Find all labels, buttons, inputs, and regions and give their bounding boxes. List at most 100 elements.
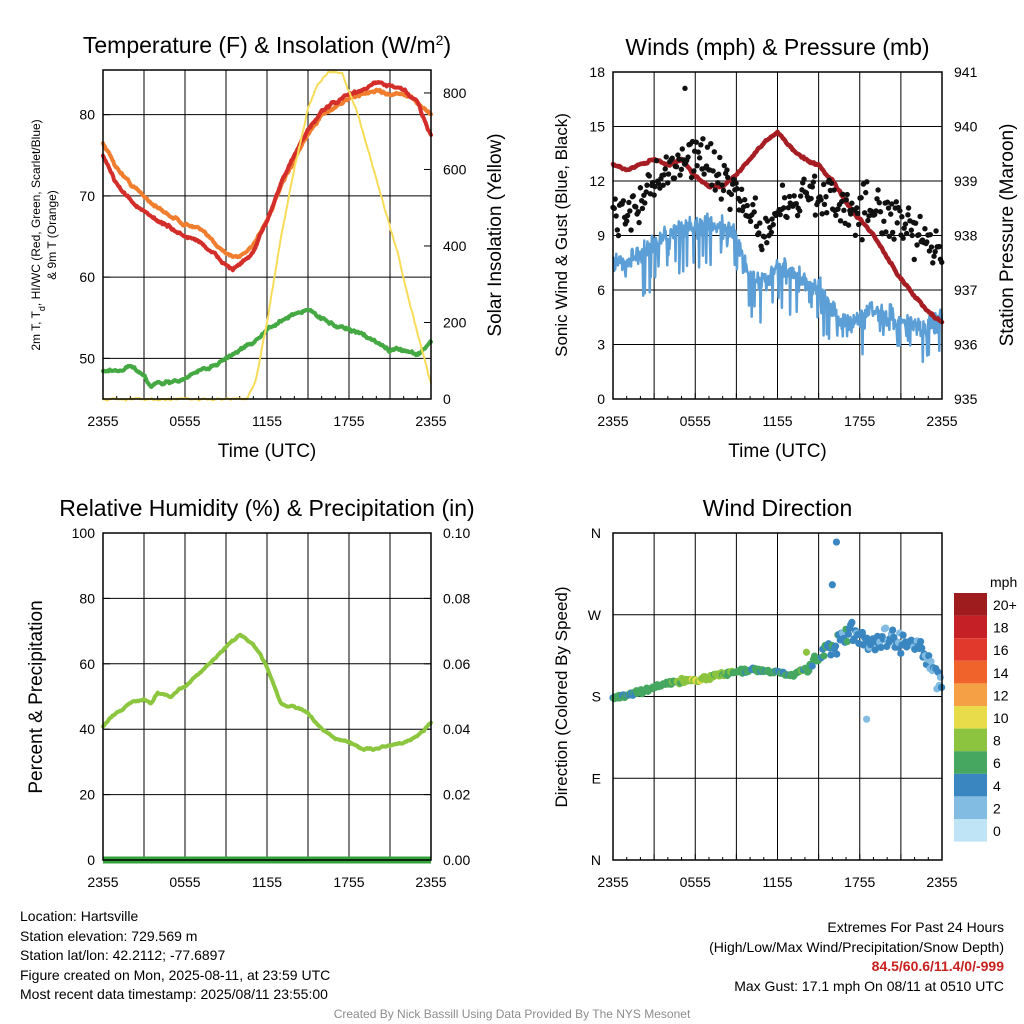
rh-y-tick-label: 40 (79, 721, 95, 737)
winds-y-tick-label: 15 (589, 119, 605, 135)
gust-point (889, 229, 896, 236)
gust-point (639, 205, 646, 212)
gust-point (843, 197, 849, 203)
temp-y-label-line2: & 9m T (Orange) (45, 190, 59, 280)
gust-point (835, 206, 841, 212)
gust-point (700, 136, 706, 142)
colorbar-label: 6 (993, 755, 1001, 771)
gust-point (786, 193, 793, 200)
temp-y2-tick-label: 400 (443, 238, 467, 254)
rh-x-tick-label: 0555 (169, 874, 200, 890)
gust-point (717, 154, 723, 161)
gust-point (753, 223, 760, 230)
gust-point (859, 237, 865, 243)
gust-point (914, 242, 920, 248)
gust-point (884, 199, 891, 205)
gust-point (695, 149, 701, 155)
gust-point (696, 155, 703, 161)
gust-point (905, 205, 912, 211)
gust-point (909, 232, 915, 239)
gust-point (889, 201, 895, 207)
direction-point (897, 649, 905, 657)
gust-point (693, 139, 699, 145)
direction-point (863, 715, 871, 723)
colorbar-label: 14 (993, 665, 1009, 681)
direction-chart: Wind Direction 2355 0555 1155 1755 2355 N E S W N D… (552, 495, 958, 890)
gust-point (733, 180, 739, 186)
gust-point (643, 189, 649, 195)
rh-y-label: Percent & Precipitation (26, 600, 47, 793)
gust-point (626, 199, 632, 206)
gust-point (899, 214, 905, 220)
direction-point (802, 648, 811, 656)
gust-point (900, 235, 906, 241)
gust-point (637, 185, 644, 191)
direction-point (877, 643, 885, 652)
gust-point (630, 193, 636, 199)
gust-point (744, 202, 750, 209)
gust-point (801, 176, 807, 182)
temp-x-tick-label: 1155 (252, 413, 282, 429)
gust-point (812, 212, 819, 218)
winds-y-tick-label: 9 (597, 228, 605, 244)
colorbar-label: 18 (993, 620, 1009, 636)
gust-point (777, 211, 783, 218)
gust-point (841, 207, 847, 214)
temp-series-2 (101, 307, 433, 389)
direction-x-tick-label: 2355 (926, 874, 957, 890)
rh-y2-tick-label: 0.08 (443, 590, 470, 606)
direction-point (927, 657, 935, 666)
gust-point (780, 205, 787, 211)
gust-point (926, 248, 933, 254)
winds-y2-tick-label: 941 (954, 64, 978, 80)
direction-point (848, 618, 856, 626)
direction-point (882, 624, 890, 632)
gust-point (761, 234, 768, 240)
winds-x-tick-label: 2355 (597, 413, 628, 429)
gust-point (635, 209, 641, 215)
rh-grid (103, 533, 431, 860)
gust-point (734, 185, 740, 192)
gust-point (730, 176, 737, 183)
winds-y2-tick-label: 939 (954, 173, 978, 189)
gust-point (894, 220, 900, 226)
gust-point (818, 197, 824, 203)
temp-x-label: Time (UTC) (218, 441, 317, 462)
gust-point (677, 172, 683, 178)
gust-point (810, 179, 817, 185)
gust-point (613, 213, 619, 219)
gust-point (922, 225, 928, 232)
gust-point (864, 179, 870, 185)
max-gust: Max Gust: 17.1 mph On 08/11 at 0510 UTC (734, 977, 1004, 994)
winds-y2-tick-label: 938 (954, 228, 978, 244)
rh-y-tick-label: 60 (79, 656, 95, 672)
gust-point (663, 154, 669, 160)
gust-point (865, 217, 871, 224)
colorbar-label: 20+ (993, 597, 1017, 613)
direction-point (808, 662, 816, 670)
extremes-title: Extremes For Past 24 Hours (827, 919, 1004, 935)
gust-point (863, 189, 869, 196)
gust-point (661, 172, 667, 178)
winds-y-tick-label: 3 (597, 337, 605, 353)
colorbar-swatch (954, 796, 987, 819)
direction-point (828, 581, 836, 589)
direction-point (889, 626, 897, 634)
rh-y-tick-label: 100 (72, 525, 96, 541)
gust-point (797, 208, 803, 214)
gust-point (839, 198, 845, 205)
gust-point (715, 180, 721, 186)
recent-timestamp: Most recent data timestamp: 2025/08/11 2… (20, 986, 328, 1002)
credit-line: Created By Nick Bassill Using Data Provi… (333, 1007, 691, 1021)
gust-point (750, 201, 756, 208)
direction-y-tick-label: N (591, 852, 601, 868)
gust-point (721, 162, 727, 169)
gust-point (649, 179, 656, 186)
gust-point (694, 162, 700, 169)
temp-grid (103, 70, 431, 399)
gust-point (651, 192, 657, 198)
gust-point (823, 194, 829, 200)
max-gust-point (682, 85, 688, 92)
plot-frame (612, 532, 943, 861)
rh-y2-tick-label: 0.00 (443, 852, 470, 868)
